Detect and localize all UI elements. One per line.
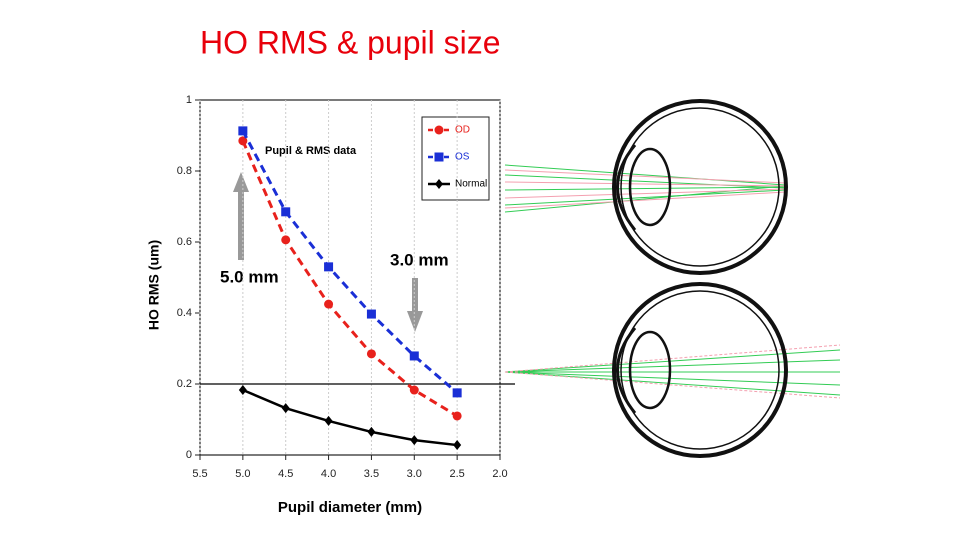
y-axis-label: HO RMS (um): [146, 240, 162, 330]
series-line: [241, 140, 458, 418]
marker: [366, 349, 376, 359]
marker: [410, 435, 419, 446]
marker: [281, 235, 291, 245]
arrows: [233, 172, 423, 332]
y-tick-label: 0.6: [177, 236, 192, 248]
legend-label: OD: [455, 125, 470, 136]
eye-diagram-bottom: [504, 282, 841, 458]
x-tick-label: 3.5: [364, 468, 379, 480]
legend-marker: [435, 179, 443, 189]
marker: [409, 351, 419, 361]
x-tick-label: 5.0: [235, 468, 250, 480]
x-tick-label: 2.5: [449, 468, 464, 480]
legend-label: Normal: [455, 179, 487, 190]
marker: [324, 262, 334, 272]
x-axis-label: Pupil diameter (mm): [278, 499, 422, 516]
marker: [453, 440, 462, 451]
legend-marker: [434, 152, 444, 162]
marker: [324, 415, 333, 426]
marker: [238, 136, 248, 146]
marker: [238, 385, 247, 396]
series-line: [242, 388, 458, 447]
legend: [421, 116, 490, 201]
marker: [367, 426, 376, 437]
marker: [366, 309, 376, 319]
x-tick-label: 5.5: [192, 468, 207, 480]
y-tick-label: 0.4: [177, 307, 192, 319]
annotation: Pupil & RMS data: [265, 145, 357, 157]
annotation: 3.0 mm: [390, 250, 449, 269]
slide-title: HO RMS & pupil size: [200, 24, 501, 60]
legend-marker: [434, 125, 444, 135]
marker: [452, 388, 462, 398]
marker: [238, 126, 248, 136]
marker: [281, 403, 290, 414]
x-tick-label: 2.0: [492, 468, 507, 480]
legend-label: OS: [455, 152, 470, 163]
eye-diagram-top: [504, 99, 788, 275]
x-tick-label: 3.0: [407, 468, 422, 480]
x-tick-label: 4.5: [278, 468, 293, 480]
y-tick-label: 0.8: [177, 165, 192, 177]
marker: [452, 411, 462, 421]
marker: [409, 385, 419, 395]
annotation: 5.0 mm: [220, 267, 279, 286]
marker: [324, 299, 334, 309]
y-tick-label: 1: [186, 94, 192, 106]
y-tick-label: 0.2: [177, 378, 192, 390]
y-tick-label: 0: [186, 449, 192, 461]
marker: [281, 207, 291, 217]
x-tick-label: 4.0: [321, 468, 336, 480]
